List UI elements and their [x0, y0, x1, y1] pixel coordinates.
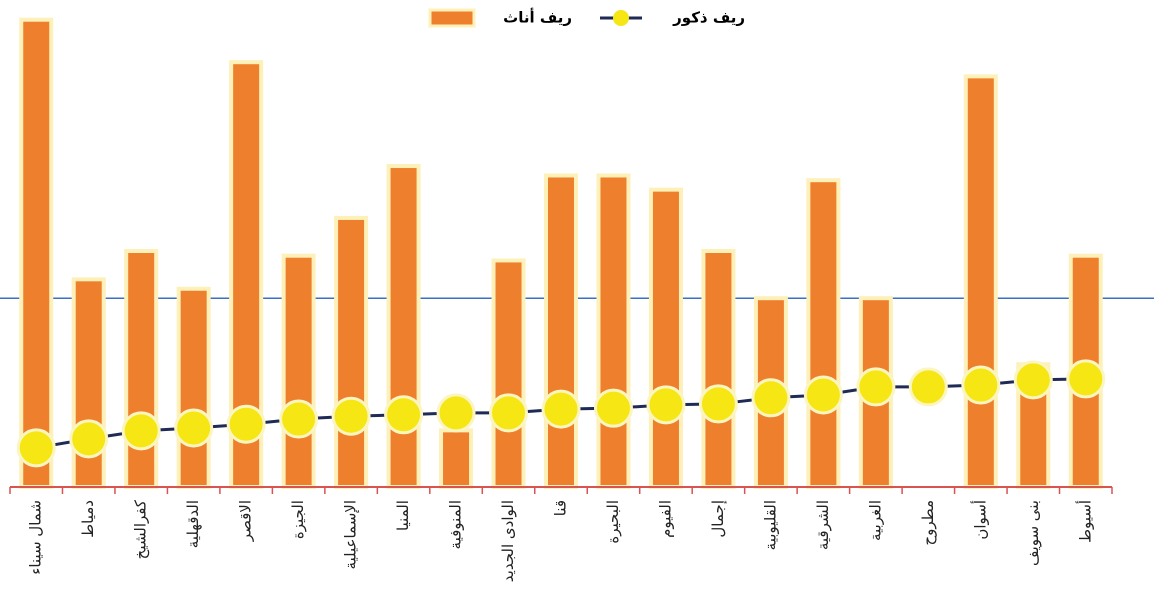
- x-tick-label: المنوفية: [447, 500, 465, 549]
- line-marker: [856, 367, 896, 407]
- x-tick-label: دمياط: [79, 500, 97, 538]
- line-marker: [1066, 359, 1106, 399]
- line-marker: [803, 375, 843, 415]
- legend-swatch: [428, 8, 476, 28]
- x-tick-label: أسيوط: [1075, 500, 1094, 543]
- line-marker: [593, 388, 633, 428]
- bar: [806, 178, 841, 489]
- x-tick-label: بنى سويف: [1024, 500, 1042, 566]
- bar: [701, 249, 736, 489]
- line-marker: [279, 399, 319, 439]
- x-tick-label: قنا: [552, 500, 570, 516]
- x-tick-label: الوادى الجديد: [499, 500, 517, 582]
- line-marker: [436, 393, 476, 433]
- bar: [648, 187, 683, 489]
- line-marker: [908, 367, 948, 407]
- line-marker: [646, 385, 686, 425]
- legend-marker: [613, 10, 629, 26]
- x-tick-label: الاقصر: [237, 500, 255, 542]
- bar: [19, 17, 54, 489]
- legend-label: ريف ذكور: [672, 9, 745, 27]
- x-tick-label: شمال سيناء: [27, 500, 45, 575]
- x-tick-label: الشرقية: [814, 500, 832, 550]
- line-marker: [489, 393, 529, 433]
- x-tick-label: مطروح: [919, 500, 937, 546]
- x-tick-label: الفيوم: [656, 500, 674, 538]
- line-marker: [69, 419, 109, 459]
- line-marker: [121, 411, 161, 451]
- bar: [281, 253, 316, 489]
- line-marker: [384, 395, 424, 435]
- bar: [491, 258, 526, 489]
- x-tick-label: القليوبية: [761, 500, 779, 550]
- line-marker: [331, 396, 371, 436]
- x-tick-label: المنيا: [394, 500, 412, 531]
- line-marker: [174, 408, 214, 448]
- x-tick-label: البحيرة: [604, 500, 622, 544]
- line-marker: [698, 384, 738, 424]
- x-tick-label: كفرالشيخ: [132, 499, 150, 559]
- bar: [334, 215, 369, 490]
- x-tick-label: أسوان: [970, 500, 989, 540]
- legend-label: ريف أناث: [503, 8, 572, 27]
- bar: [596, 173, 631, 489]
- line-marker: [226, 404, 266, 444]
- bar: [176, 286, 211, 490]
- x-tick-label: إجمال: [709, 500, 727, 538]
- line-marker: [961, 365, 1001, 405]
- bar: [963, 74, 998, 490]
- bar: [124, 249, 159, 489]
- x-tick-label: الدقهلية: [184, 500, 202, 548]
- x-tick-label: الغربية: [866, 500, 884, 541]
- bar: [386, 164, 421, 489]
- bar: [439, 428, 474, 489]
- line-marker: [751, 378, 791, 418]
- line-marker: [16, 428, 56, 468]
- x-tick-label: الجيزة: [289, 500, 307, 539]
- bar: [544, 173, 578, 489]
- line-marker: [1013, 360, 1053, 400]
- x-tick-label: الإسماعيلية: [342, 500, 360, 570]
- line-marker: [541, 389, 581, 429]
